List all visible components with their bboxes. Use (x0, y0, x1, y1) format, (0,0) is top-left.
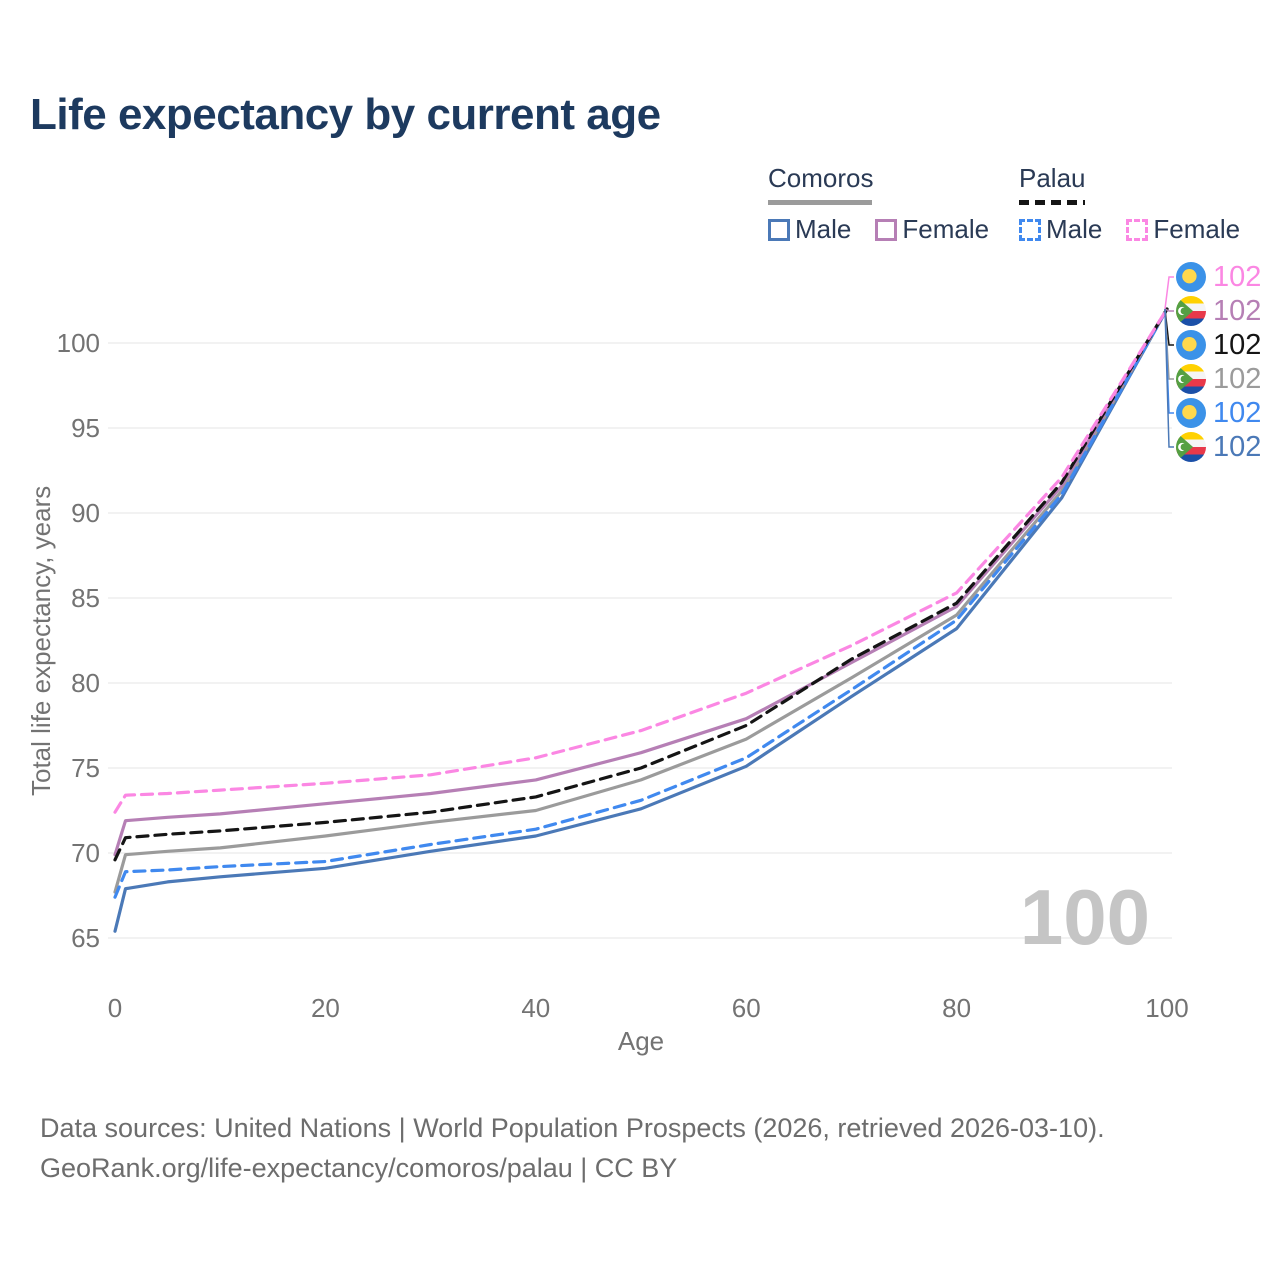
y-tick-90: 90 (71, 498, 100, 528)
y-tick-75: 75 (71, 753, 100, 783)
end-label-value: 102 (1213, 328, 1262, 361)
comoros-flag-icon (1176, 432, 1206, 462)
palau-male-swatch-icon (1019, 218, 1041, 241)
x-tick-40: 40 (521, 993, 550, 1023)
comoros-flag-icon (1176, 364, 1206, 394)
leader-line (1164, 276, 1174, 310)
x-tick-100: 100 (1145, 993, 1188, 1023)
comoros-female-swatch-icon (875, 218, 898, 241)
legend-palau-line-sample (1019, 200, 1085, 205)
footer-attribution: GeoRank.org/life-expectancy/comoros/pala… (40, 1153, 678, 1183)
series-line-comoros-female[interactable] (113, 307, 1169, 857)
y-tick-100: 100 (57, 328, 100, 358)
end-label-row-1[interactable]: 102 (1176, 294, 1262, 327)
x-tick-0: 0 (108, 993, 122, 1023)
legend-item-label: Female (1153, 214, 1241, 244)
legend-group-palau-label: Palau (1019, 163, 1086, 193)
palau-female-swatch-icon (1126, 218, 1149, 241)
end-label-row-0[interactable]: 102 (1176, 260, 1262, 293)
leader-line (1164, 308, 1174, 448)
comoros-flag-icon (1176, 296, 1206, 326)
end-label-value: 102 (1213, 430, 1262, 463)
y-tick-70: 70 (71, 838, 100, 868)
legend-item-palau-male[interactable]: Male (1019, 214, 1102, 245)
legend-group-comoros: Comoros Male Female (768, 163, 1013, 245)
x-tick-60: 60 (732, 993, 761, 1023)
x-tick-80: 80 (942, 993, 971, 1023)
legend-comoros-items: Male Female (768, 214, 1013, 245)
end-label-value: 102 (1213, 260, 1262, 293)
end-label-row-2[interactable]: 102 (1176, 328, 1262, 361)
y-tick-85: 85 (71, 583, 100, 613)
page-title: Life expectancy by current age (30, 90, 661, 139)
y-tick-80: 80 (71, 668, 100, 698)
end-label-row-3[interactable]: 102 (1176, 362, 1262, 395)
legend-comoros-line-sample (768, 200, 872, 205)
end-label-value: 102 (1213, 294, 1262, 327)
x-axis-title: Age (617, 1026, 665, 1056)
footer: Data sources: United Nations | World Pop… (40, 1108, 1105, 1188)
end-label-row-5[interactable]: 102 (1176, 430, 1262, 463)
footer-data-sources: Data sources: United Nations | World Pop… (40, 1113, 1105, 1143)
end-label-row-4[interactable]: 102 (1176, 396, 1262, 429)
x-tick-20: 20 (311, 993, 340, 1023)
y-axis-title: Total life expectancy, years (26, 485, 56, 796)
legend-item-comoros-male[interactable]: Male (768, 214, 851, 245)
y-tick-95: 95 (71, 413, 100, 443)
legend-item-palau-female[interactable]: Female (1126, 214, 1240, 245)
legend-palau-items: Male Female (1019, 214, 1264, 245)
palau-flag-icon (1176, 330, 1206, 360)
series-line-comoros-total[interactable] (113, 307, 1169, 894)
legend-item-comoros-female[interactable]: Female (875, 214, 989, 245)
series-line-palau-male[interactable] (113, 307, 1169, 899)
palau-flag-icon (1176, 262, 1206, 292)
series-line-palau-total[interactable] (113, 307, 1169, 862)
legend-item-label: Female (902, 214, 990, 244)
legend-group-palau: Palau Male Female (1019, 163, 1264, 245)
end-label-value: 102 (1213, 362, 1262, 395)
end-label-value: 102 (1213, 396, 1262, 429)
series-line-palau-female[interactable] (113, 307, 1169, 814)
watermark-text: 100 (1019, 873, 1150, 961)
comoros-male-swatch-icon (768, 218, 790, 241)
legend-item-label: Male (795, 214, 852, 244)
y-tick-65: 65 (71, 923, 100, 953)
leader-line (1164, 308, 1174, 312)
legend-item-label: Male (1046, 214, 1103, 244)
legend-group-comoros-label: Comoros (768, 163, 874, 193)
palau-flag-icon (1176, 398, 1206, 428)
series-line-comoros-male[interactable] (113, 307, 1169, 933)
